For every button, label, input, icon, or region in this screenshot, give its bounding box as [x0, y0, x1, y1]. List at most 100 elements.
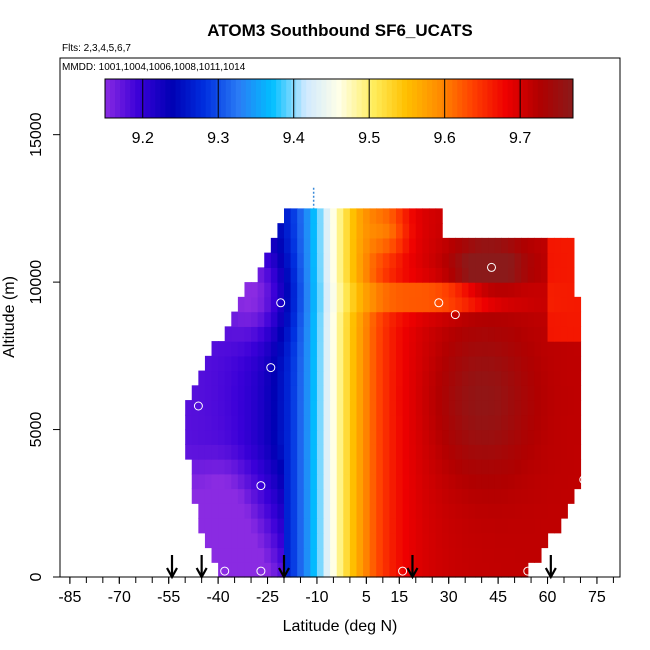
heat-cell	[310, 444, 318, 460]
heat-cell	[330, 282, 338, 298]
heat-cell	[284, 296, 292, 313]
heat-cell	[468, 562, 476, 578]
colorbar-segment	[406, 79, 413, 118]
sample-point	[276, 298, 286, 308]
heat-cell	[251, 488, 259, 504]
heat-cell	[363, 532, 371, 549]
colorbar-segment	[472, 79, 478, 118]
heat-cell	[435, 282, 443, 298]
heat-cell	[461, 341, 470, 357]
heat-cell	[198, 429, 206, 445]
heat-cell	[185, 414, 193, 431]
heat-cell	[349, 355, 358, 372]
heat-cell	[237, 311, 246, 327]
heat-cell	[402, 473, 410, 490]
heat-cell	[270, 296, 279, 313]
heat-cell	[290, 532, 298, 549]
heat-cell	[323, 208, 331, 224]
heat-cell	[455, 370, 463, 386]
heat-cell	[396, 267, 404, 283]
heat-cell	[402, 252, 410, 268]
heat-cell	[448, 400, 456, 416]
heat-cell	[540, 355, 549, 372]
heat-cell	[547, 444, 555, 460]
heat-cell	[277, 385, 285, 401]
heat-cell	[560, 237, 568, 254]
heat-cell	[382, 444, 391, 460]
heat-cell	[396, 237, 404, 254]
heat-cell	[494, 444, 503, 460]
colorbar-segment	[326, 79, 332, 118]
heat-cell	[455, 518, 463, 534]
heat-cell	[284, 355, 292, 372]
heat-cell	[231, 326, 239, 342]
heat-cell	[514, 518, 522, 534]
heat-cell	[244, 282, 252, 298]
heat-cell	[264, 473, 272, 490]
heat-cell	[389, 208, 397, 224]
heat-cell	[244, 296, 252, 313]
heat-cell	[303, 223, 311, 239]
heat-cell	[501, 429, 509, 445]
heat-cell	[422, 223, 430, 239]
heat-cell	[237, 532, 246, 549]
heat-cell	[224, 518, 232, 534]
heat-cell	[211, 444, 219, 460]
heat-cell	[251, 473, 259, 490]
colorbar-segment	[532, 79, 539, 118]
heat-cell	[277, 429, 285, 445]
heat-cell	[376, 429, 384, 445]
heat-cell	[554, 459, 562, 475]
x-tick-label: 15	[390, 589, 408, 606]
heat-cell	[455, 444, 463, 460]
heat-cell	[244, 444, 252, 460]
heat-cell	[415, 311, 423, 327]
heat-cell	[415, 414, 423, 431]
heat-cell	[343, 518, 351, 534]
heat-cell	[264, 459, 272, 475]
heat-cell	[290, 237, 298, 254]
chart-title: ATOM3 Southbound SF6_UCATS	[207, 21, 472, 40]
heat-cell	[409, 223, 417, 239]
heat-cell	[428, 532, 437, 549]
heat-cell	[534, 488, 542, 504]
heat-cell	[251, 518, 259, 534]
heat-cell	[402, 370, 410, 386]
heat-cell	[211, 385, 219, 401]
heat-cell	[257, 532, 265, 549]
heat-cell	[534, 429, 542, 445]
heat-cell	[310, 296, 318, 313]
heat-cell	[251, 429, 259, 445]
heat-cell	[277, 341, 285, 357]
heat-cell	[376, 237, 384, 254]
heat-cell	[185, 444, 193, 460]
heat-cell	[540, 267, 549, 283]
heat-cell	[336, 370, 344, 386]
heat-cell	[244, 385, 252, 401]
heat-cell	[435, 488, 443, 504]
heat-cell	[534, 503, 542, 519]
heat-cell	[336, 400, 344, 416]
heat-cell	[422, 518, 430, 534]
heat-cell	[560, 282, 568, 298]
heat-cell	[442, 370, 450, 386]
heat-cell	[521, 532, 529, 549]
heat-cell	[336, 488, 344, 504]
heat-cell	[514, 370, 522, 386]
heat-cell	[382, 488, 391, 504]
colorbar-segment	[115, 79, 121, 118]
heat-cell	[448, 444, 456, 460]
sample-point	[398, 566, 408, 576]
heat-cell	[323, 252, 331, 268]
heat-cell	[501, 326, 509, 342]
heat-cell	[468, 400, 476, 416]
heat-cell	[547, 459, 555, 475]
plot-frame	[59, 57, 621, 578]
colorbar-segment	[492, 79, 499, 118]
heat-cell	[455, 296, 463, 313]
heat-cell	[218, 547, 226, 563]
heat-cell	[323, 282, 331, 298]
heat-cell	[297, 355, 305, 372]
heat-cell	[435, 370, 443, 386]
heat-cell	[560, 488, 568, 504]
